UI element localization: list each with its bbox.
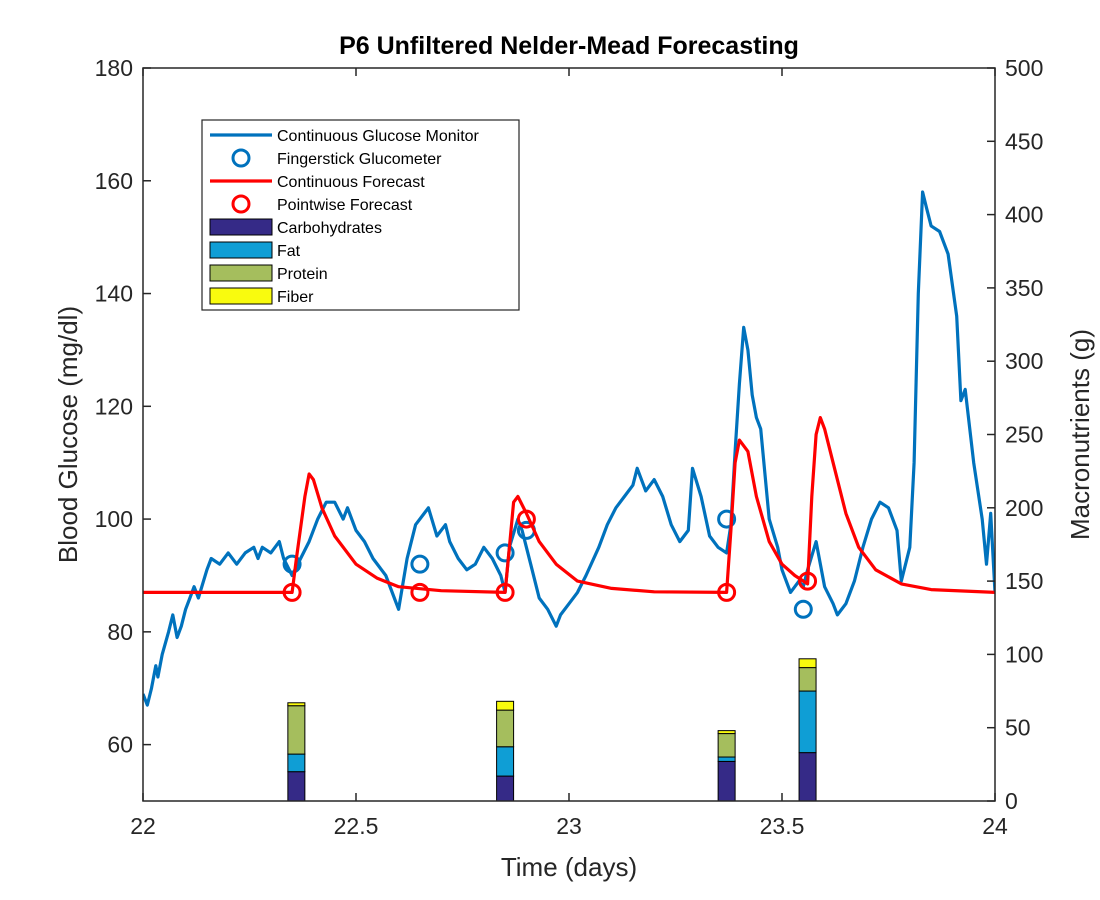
y-tick-label: 100 bbox=[95, 506, 133, 532]
legend-swatch-circle bbox=[231, 148, 251, 168]
y-tick-label: 140 bbox=[95, 281, 133, 307]
legend-label: Fingerstick Glucometer bbox=[277, 151, 442, 168]
y2-tick-label: 250 bbox=[1005, 422, 1043, 448]
bar-carbohydrates-meal-1 bbox=[287, 771, 306, 802]
bar-fat-meal-4 bbox=[798, 690, 817, 754]
legend-swatch-patch bbox=[209, 241, 273, 259]
chart-title: P6 Unfiltered Nelder-Mead Forecasting bbox=[339, 32, 799, 60]
x-tick-label: 24 bbox=[982, 813, 1008, 839]
bar-fat-meal-3 bbox=[717, 756, 736, 762]
y-tick-label: 120 bbox=[95, 393, 133, 419]
fingerstick-glucometer-point-1 bbox=[282, 554, 302, 574]
legend-label: Fiber bbox=[277, 289, 314, 306]
pointwise-forecast-point-2 bbox=[410, 582, 430, 602]
continuous-glucose-monitor-line bbox=[143, 190, 995, 707]
y2-tick-label: 500 bbox=[1005, 55, 1043, 81]
x-tick-label: 23 bbox=[556, 813, 582, 839]
legend-swatch-patch bbox=[209, 287, 273, 305]
legend-swatch-patch bbox=[209, 218, 273, 236]
y2-tick-label: 450 bbox=[1005, 128, 1043, 154]
x-axis-title: Time (days) bbox=[501, 852, 637, 882]
legend-label: Fat bbox=[277, 243, 301, 260]
y2-tick-label: 300 bbox=[1005, 348, 1043, 374]
continuous-forecast-line bbox=[143, 416, 995, 594]
pointwise-forecast-point-6 bbox=[798, 571, 818, 591]
y2-tick-label: 50 bbox=[1005, 715, 1031, 741]
pointwise-forecast-point-5 bbox=[717, 582, 737, 602]
macronutrient-bars bbox=[287, 658, 817, 802]
fingerstick-glucometer-point-2 bbox=[410, 554, 430, 574]
y2-tick-label: 150 bbox=[1005, 568, 1043, 594]
y2-axis-title: Macronutrients (g) bbox=[1065, 329, 1095, 540]
legend-label: Continuous Glucose Monitor bbox=[277, 128, 480, 145]
y2-tick-label: 200 bbox=[1005, 495, 1043, 521]
bar-fiber-meal-3 bbox=[717, 730, 736, 735]
bar-carbohydrates-meal-2 bbox=[496, 775, 515, 802]
x-tick-label: 23.5 bbox=[760, 813, 805, 839]
axes: 22 22.5 23 23.5 24 60 80 100 120 140 160 180 0 50 100 1… bbox=[95, 55, 1044, 839]
bar-fiber-meal-1 bbox=[287, 702, 306, 707]
legend-label: Pointwise Forecast bbox=[277, 197, 413, 214]
y-tick-label: 160 bbox=[95, 168, 133, 194]
y2-tick-label: 400 bbox=[1005, 202, 1043, 228]
bar-carbohydrates-meal-3 bbox=[717, 760, 736, 802]
pointwise-forecast-point-3 bbox=[495, 582, 515, 602]
bar-protein-meal-2 bbox=[496, 709, 515, 748]
legend-label: Carbohydrates bbox=[277, 220, 382, 237]
legend-label: Continuous Forecast bbox=[277, 174, 425, 191]
bar-protein-meal-3 bbox=[717, 733, 736, 758]
legend-swatch-circle bbox=[231, 194, 251, 214]
y-axis-title: Blood Glucose (mg/dl) bbox=[53, 306, 83, 563]
legend-label: Protein bbox=[277, 266, 328, 283]
y2-tick-label: 350 bbox=[1005, 275, 1043, 301]
bar-protein-meal-1 bbox=[287, 705, 306, 755]
x-tick-label: 22.5 bbox=[334, 813, 379, 839]
glucose-series bbox=[143, 190, 995, 707]
x-tick-label: 22 bbox=[130, 813, 156, 839]
bar-fat-meal-1 bbox=[287, 753, 306, 773]
bar-fat-meal-2 bbox=[496, 746, 515, 777]
fingerstick-glucometer-point-6 bbox=[793, 599, 813, 619]
y-tick-label: 180 bbox=[95, 55, 133, 81]
bar-fiber-meal-2 bbox=[496, 700, 515, 711]
y-tick-label: 60 bbox=[107, 732, 133, 758]
fingerstick-glucometer-point-3 bbox=[495, 543, 515, 563]
y-tick-label: 80 bbox=[107, 619, 133, 645]
legend: Continuous Glucose Monitor Fingerstick Gl… bbox=[201, 119, 520, 311]
bar-fiber-meal-4 bbox=[798, 658, 817, 669]
pointwise-forecast-point-1 bbox=[282, 582, 302, 602]
pointwise-forecast-point-4 bbox=[516, 509, 536, 529]
legend-swatch-patch bbox=[209, 264, 273, 282]
y2-tick-label: 100 bbox=[1005, 641, 1043, 667]
y2-tick-label: 0 bbox=[1005, 788, 1018, 814]
bar-carbohydrates-meal-4 bbox=[798, 752, 817, 802]
fingerstick-glucometer-point-5 bbox=[717, 509, 737, 529]
bar-protein-meal-4 bbox=[798, 667, 817, 692]
